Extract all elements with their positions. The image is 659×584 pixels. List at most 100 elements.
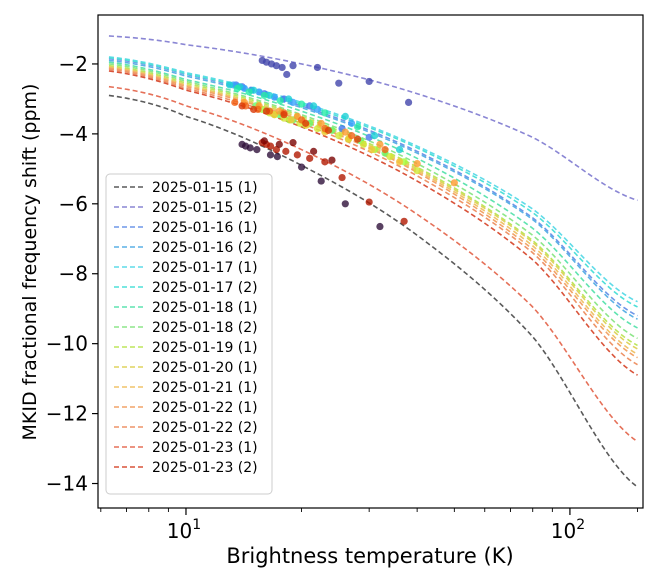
data-point [386, 153, 394, 161]
data-point [272, 146, 281, 154]
data-point [278, 63, 286, 72]
y-tick-label: −10 [46, 332, 88, 356]
x-tick-label-base: 10 [551, 519, 576, 543]
x-tick-label: 101 [167, 517, 201, 543]
data-point [354, 123, 362, 131]
legend-label: 2025-01-20 (1) [152, 360, 258, 376]
data-point [395, 146, 404, 154]
y-tick-label: −6 [59, 192, 88, 216]
fit-line [108, 56, 638, 303]
data-point [283, 70, 291, 79]
data-point [338, 173, 346, 182]
data-point [275, 140, 283, 148]
legend-label: 2025-01-23 (2) [152, 460, 258, 476]
fit-line [108, 56, 638, 308]
data-point [365, 133, 373, 141]
data-point [231, 98, 239, 107]
x-axis-ticks: 101 102 [100, 508, 638, 543]
fit-line [108, 85, 638, 443]
plot-area-frame [97, 14, 644, 509]
data-point [321, 158, 329, 166]
data-point [371, 132, 379, 140]
data-point [238, 102, 246, 110]
data-point [400, 217, 408, 225]
legend-label: 2025-01-18 (1) [152, 300, 258, 316]
legend-label: 2025-01-23 (1) [152, 440, 258, 456]
fit-line [108, 70, 638, 376]
y-tick-label: −8 [59, 262, 88, 286]
legend-label: 2025-01-18 (2) [152, 320, 258, 336]
data-point [395, 158, 404, 166]
data-point [282, 147, 290, 155]
fit-line [108, 67, 638, 359]
data-point [413, 166, 421, 175]
data-point [310, 147, 318, 155]
data-point [365, 77, 373, 86]
data-point [246, 144, 254, 152]
data-point [266, 142, 275, 150]
x-axis-label: Brightness temperature (K) [226, 544, 513, 568]
fit-line [108, 63, 638, 340]
legend-label: 2025-01-16 (1) [152, 220, 258, 236]
data-point [328, 156, 336, 164]
data-point [341, 200, 349, 208]
data-point [341, 112, 349, 120]
x-tick-label-exponent: 1 [192, 517, 201, 533]
x-tick-label-exponent: 2 [576, 517, 585, 533]
y-tick-label: −14 [46, 472, 88, 496]
data-point [317, 119, 325, 127]
data-point [262, 107, 271, 115]
data-point [273, 153, 281, 161]
data-point [365, 198, 373, 206]
data-point [297, 100, 306, 108]
legend-label: 2025-01-15 (2) [152, 200, 258, 216]
fit-line [108, 68, 638, 366]
data-point [260, 91, 268, 100]
data-point [266, 151, 275, 159]
data-point [260, 137, 268, 145]
y-axis-ticks: −14 −12 −10 −8 −6 −4 −2 [46, 52, 98, 496]
fit-line [108, 35, 638, 202]
data-point [341, 128, 349, 136]
data-point [313, 125, 322, 133]
y-tick-label: −4 [59, 122, 88, 146]
data-point [376, 140, 384, 148]
data-point [310, 102, 318, 110]
data-point [226, 81, 234, 89]
data-point [347, 132, 356, 140]
data-point [249, 105, 258, 114]
data-point [376, 222, 384, 231]
data-point [302, 119, 310, 127]
data-point [287, 116, 295, 124]
legend-label: 2025-01-17 (1) [152, 260, 258, 276]
fit-line [108, 94, 639, 488]
legend-label: 2025-01-22 (1) [152, 400, 258, 416]
legend-label: 2025-01-15 (1) [152, 180, 258, 196]
x-tick-label: 102 [551, 517, 585, 543]
data-point [255, 88, 263, 96]
data-point [272, 62, 281, 70]
data-point [335, 132, 343, 140]
data-point [450, 179, 458, 187]
data-point [297, 163, 306, 171]
data-point [253, 146, 261, 154]
data-point [317, 177, 325, 185]
data-point [306, 154, 314, 162]
legend-label: 2025-01-16 (2) [152, 240, 258, 256]
legend-box [105, 173, 273, 495]
data-point [280, 111, 288, 119]
legend-label: 2025-01-21 (1) [152, 380, 258, 396]
data-point [354, 135, 362, 143]
data-point [404, 98, 413, 107]
data-point [413, 159, 421, 168]
fit-line [108, 66, 638, 355]
fit-line [108, 64, 638, 347]
data-point [233, 84, 241, 93]
data-point [321, 109, 329, 117]
legend-label: 2025-01-17 (2) [152, 280, 258, 296]
y-tick-label: −12 [46, 402, 88, 426]
data-point [284, 95, 293, 103]
data-point [324, 126, 333, 134]
x-tick-label-base: 10 [167, 519, 192, 543]
data-points [226, 56, 458, 231]
